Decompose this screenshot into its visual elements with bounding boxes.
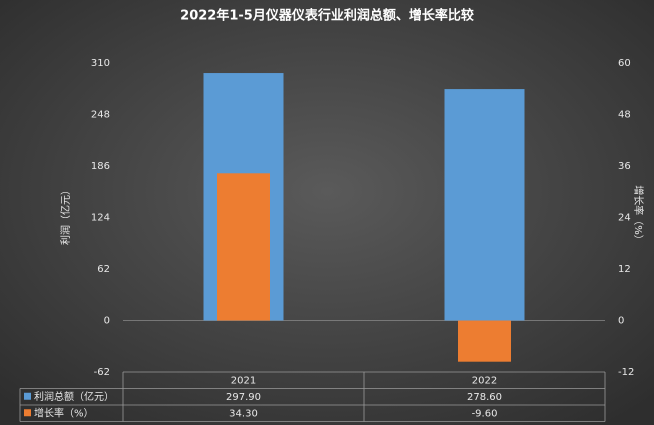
x-tick-label: 2022 — [472, 375, 497, 386]
y-tick-label: 124 — [91, 213, 110, 224]
legend-label: 增长率（%） — [34, 406, 94, 419]
data-label: 278.60 — [467, 392, 502, 403]
y2-tick-label: 0 — [618, 316, 624, 327]
x-tick-label: 2021 — [231, 375, 256, 386]
y2-axis-label: 增长率（%） — [632, 185, 645, 245]
y2-tick-label: 48 — [618, 110, 631, 121]
data-label: 34.30 — [229, 408, 258, 419]
y-tick-label: 310 — [91, 58, 110, 69]
data-label: 297.90 — [226, 392, 261, 403]
legend-swatch — [24, 392, 31, 400]
y-tick-label: -62 — [94, 367, 110, 378]
bar — [458, 320, 511, 362]
data-label: -9.60 — [472, 408, 498, 419]
y2-tick-label: 36 — [618, 161, 631, 172]
y-tick-label: 248 — [91, 110, 110, 121]
y-tick-label: 62 — [97, 264, 110, 275]
y2-tick-label: 60 — [618, 58, 631, 69]
chart-title: 2022年1-5月仪器仪表行业利润总额、增长率比较 — [180, 8, 474, 24]
legend-label: 利润总额（亿元） — [34, 390, 114, 403]
y2-tick-label: 12 — [618, 264, 631, 275]
legend-swatch — [24, 409, 31, 417]
y2-tick-label: 24 — [618, 213, 631, 224]
y-tick-label: 0 — [104, 316, 110, 327]
y-axis-label: 利润（亿元） — [59, 185, 72, 245]
y-tick-label: 186 — [91, 161, 110, 172]
bar — [444, 89, 525, 321]
bar — [217, 173, 270, 321]
y2-tick-label: -12 — [618, 367, 634, 378]
